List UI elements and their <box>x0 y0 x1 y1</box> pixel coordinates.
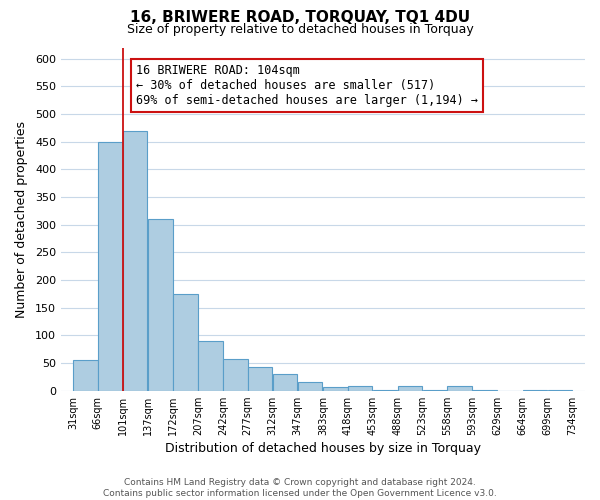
Bar <box>98 142 122 390</box>
Bar <box>248 368 272 390</box>
X-axis label: Distribution of detached houses by size in Torquay: Distribution of detached houses by size … <box>165 442 481 455</box>
Bar <box>198 341 223 390</box>
Bar <box>173 294 198 390</box>
Bar <box>398 386 422 390</box>
Text: Contains HM Land Registry data © Crown copyright and database right 2024.
Contai: Contains HM Land Registry data © Crown c… <box>103 478 497 498</box>
Bar <box>273 374 297 390</box>
Bar <box>73 360 98 390</box>
Bar <box>148 219 173 390</box>
Bar <box>448 386 472 390</box>
Bar <box>223 358 248 390</box>
Y-axis label: Number of detached properties: Number of detached properties <box>15 120 28 318</box>
Text: 16 BRIWERE ROAD: 104sqm
← 30% of detached houses are smaller (517)
69% of semi-d: 16 BRIWERE ROAD: 104sqm ← 30% of detache… <box>136 64 478 107</box>
Bar <box>323 387 347 390</box>
Bar <box>123 130 148 390</box>
Text: Size of property relative to detached houses in Torquay: Size of property relative to detached ho… <box>127 22 473 36</box>
Text: 16, BRIWERE ROAD, TORQUAY, TQ1 4DU: 16, BRIWERE ROAD, TORQUAY, TQ1 4DU <box>130 10 470 25</box>
Bar <box>298 382 322 390</box>
Bar <box>348 386 373 390</box>
